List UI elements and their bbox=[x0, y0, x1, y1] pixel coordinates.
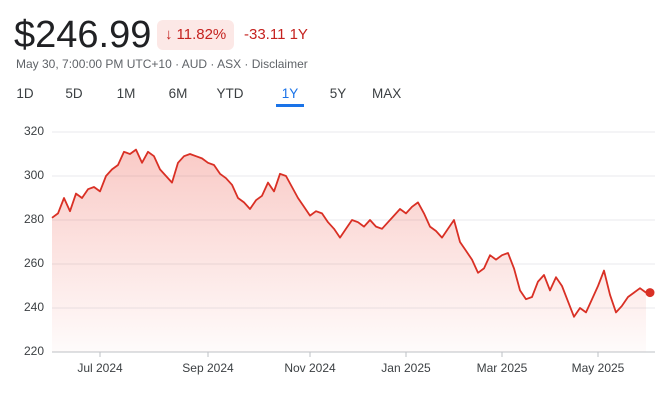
y-tick-label: 240 bbox=[24, 300, 44, 314]
change-badge: ↓ 11.82% bbox=[157, 20, 235, 50]
range-tab[interactable]: 6M bbox=[168, 86, 188, 101]
range-tab[interactable]: 5D bbox=[65, 86, 83, 101]
price: $246.99 bbox=[14, 14, 152, 56]
range-tabs: 1D 5D 1M 6M YTD 1Y 5Y MAX bbox=[14, 82, 420, 107]
x-tick-label: Sep 2024 bbox=[182, 361, 234, 375]
last-point bbox=[645, 288, 655, 298]
x-tick-label: Mar 2025 bbox=[477, 361, 528, 375]
change-percent: 11.82% bbox=[176, 26, 227, 43]
range-tab[interactable]: 1D bbox=[16, 86, 34, 101]
price-line bbox=[51, 148, 647, 318]
y-tick-label: 300 bbox=[24, 168, 44, 182]
range-tab[interactable]: 1Y bbox=[276, 82, 304, 107]
y-tick-label: 320 bbox=[24, 124, 44, 138]
x-tick-label: May 2025 bbox=[572, 361, 625, 375]
x-tick-label: Jan 2025 bbox=[381, 361, 431, 375]
subtitle: May 30, 7:00:00 PM UTC+10 · AUD · ASX · … bbox=[16, 57, 308, 71]
y-tick-label: 220 bbox=[24, 344, 44, 358]
y-tick-label: 280 bbox=[24, 212, 44, 226]
x-tick-label: Nov 2024 bbox=[284, 361, 336, 375]
range-tab[interactable]: YTD bbox=[216, 86, 244, 101]
arrow-icon: ↓ bbox=[165, 26, 173, 43]
area-fill bbox=[52, 149, 646, 352]
range-tab[interactable]: 5Y bbox=[329, 86, 347, 101]
range-tab[interactable]: MAX bbox=[372, 86, 402, 101]
x-tick-label: Jul 2024 bbox=[77, 361, 123, 375]
y-tick-label: 260 bbox=[24, 256, 44, 270]
change-value: -33.11 1Y bbox=[244, 26, 308, 43]
range-tab[interactable]: 1M bbox=[116, 86, 136, 101]
